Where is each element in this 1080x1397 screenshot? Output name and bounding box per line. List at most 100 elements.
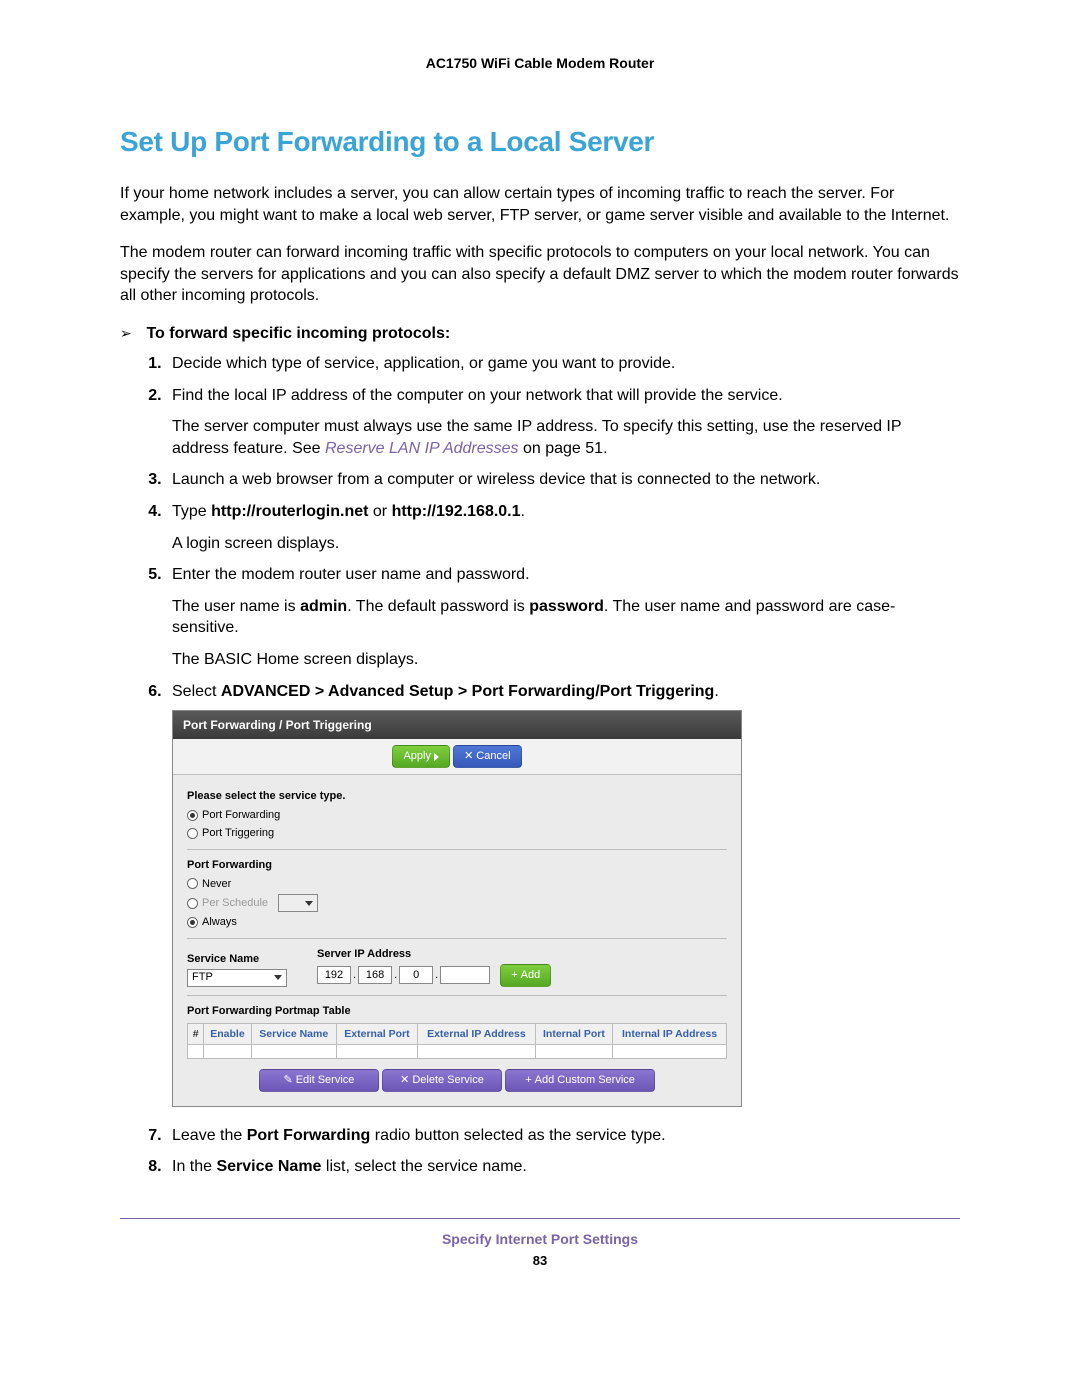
add-button[interactable]: + Add [500, 964, 551, 987]
radio-port-triggering[interactable]: Port Triggering [187, 826, 727, 841]
add-custom-service-button[interactable]: + Add Custom Service [505, 1069, 655, 1092]
step-4-para: A login screen displays. [172, 533, 960, 555]
step-3-text: Launch a web browser from a computer or … [172, 471, 820, 488]
step-2-note-b: on page 51. [519, 440, 608, 457]
radio-always-label: Always [202, 915, 237, 930]
plus-icon: + [511, 968, 517, 983]
step-8: In the Service Name list, select the ser… [166, 1156, 960, 1178]
delete-service-button[interactable]: ✕ Delete Service [382, 1069, 502, 1092]
ip-octet-1[interactable]: 192 [317, 966, 351, 984]
procedure-heading: To forward specific incoming protocols: [146, 325, 450, 342]
radio-icon [187, 828, 198, 839]
portmap-table-title: Port Forwarding Portmap Table [187, 1004, 727, 1019]
x-icon: ✕ [464, 749, 473, 764]
pencil-icon: ✎ [283, 1073, 292, 1088]
step-4-c: or [368, 503, 391, 520]
page-number: 83 [120, 1253, 960, 1268]
step-2-note: The server computer must always use the … [172, 416, 960, 459]
delete-service-label: Delete Service [412, 1073, 484, 1088]
step-5-text: Enter the modem router user name and pas… [172, 566, 530, 583]
apply-button[interactable]: Apply [392, 745, 450, 768]
portmap-table: # Enable Service Name External Port Exte… [187, 1023, 727, 1059]
step-7: Leave the Port Forwarding radio button s… [166, 1125, 960, 1147]
step-5-note-1: The user name is admin. The default pass… [172, 596, 960, 639]
document-header: AC1750 WiFi Cable Modem Router [120, 55, 960, 71]
ip-octet-4[interactable] [440, 966, 490, 984]
radio-icon [187, 917, 198, 928]
radio-icon [187, 878, 198, 889]
radio-never-label: Never [202, 877, 231, 892]
step-5: Enter the modem router user name and pas… [166, 564, 960, 670]
divider [187, 938, 727, 939]
step-4-url-2: http://192.168.0.1 [392, 503, 521, 520]
arrow-marker-icon: ➢ [120, 325, 142, 342]
panel-title: Port Forwarding / Port Triggering [173, 711, 741, 739]
service-ip-row: Service Name FTP Server IP Address 192. … [187, 947, 727, 987]
radio-icon [187, 810, 198, 821]
step-5-note-2: The BASIC Home screen displays. [172, 649, 960, 671]
server-ip-label: Server IP Address [317, 947, 551, 962]
service-name-select[interactable]: FTP [187, 969, 287, 987]
section-title: Set Up Port Forwarding to a Local Server [120, 126, 960, 158]
step-6-c: . [714, 683, 718, 700]
step-2-text: Find the local IP address of the compute… [172, 387, 783, 404]
step-6-a: Select [172, 683, 221, 700]
procedure-steps: Decide which type of service, applicatio… [142, 353, 960, 1178]
cancel-button[interactable]: ✕ Cancel [453, 745, 521, 768]
col-external-port: External Port [336, 1023, 417, 1044]
radio-per-schedule[interactable]: Per Schedule [187, 894, 727, 912]
service-name-column: Service Name FTP [187, 952, 287, 987]
service-name-value: FTP [192, 970, 213, 985]
step-4: Type http://routerlogin.net or http://19… [166, 501, 960, 554]
col-external-ip: External IP Address [418, 1023, 536, 1044]
step-8-b: Service Name [216, 1158, 321, 1175]
step-4-url-1: http://routerlogin.net [211, 503, 368, 520]
col-internal-ip: Internal IP Address [613, 1023, 727, 1044]
schedule-dropdown[interactable] [278, 894, 318, 912]
table-actions-row: ✎ Edit Service ✕ Delete Service + Add Cu… [187, 1069, 727, 1092]
step-5-note-b: . The default password is [347, 598, 529, 615]
step-6-path: ADVANCED > Advanced Setup > Port Forward… [221, 683, 714, 700]
step-7-a: Leave the [172, 1127, 247, 1144]
intro-paragraph-2: The modem router can forward incoming tr… [120, 242, 960, 307]
step-5-admin: admin [300, 598, 347, 615]
step-7-c: radio button selected as the service typ… [370, 1127, 665, 1144]
step-8-a: In the [172, 1158, 216, 1175]
radio-per-schedule-label: Per Schedule [202, 896, 268, 911]
step-6: Select ADVANCED > Advanced Setup > Port … [166, 681, 960, 1107]
col-internal-port: Internal Port [535, 1023, 612, 1044]
step-5-note-a: The user name is [172, 598, 300, 615]
panel-body: Please select the service type. Port For… [173, 775, 741, 1106]
radio-icon [187, 898, 198, 909]
footer-divider [120, 1218, 960, 1219]
step-1-text: Decide which type of service, applicatio… [172, 355, 675, 372]
radio-port-forwarding[interactable]: Port Forwarding [187, 808, 727, 823]
ip-octet-2[interactable]: 168 [358, 966, 392, 984]
radio-port-triggering-label: Port Triggering [202, 826, 274, 841]
divider [187, 849, 727, 850]
edit-service-button[interactable]: ✎ Edit Service [259, 1069, 379, 1092]
radio-always[interactable]: Always [187, 915, 727, 930]
intro-paragraph-1: If your home network includes a server, … [120, 183, 960, 226]
step-4-e: . [521, 503, 525, 520]
step-7-b: Port Forwarding [247, 1127, 371, 1144]
play-icon [434, 753, 439, 761]
server-ip-column: Server IP Address 192. 168. 0. + Add [317, 947, 551, 987]
chevron-down-icon [305, 901, 313, 906]
apply-button-label: Apply [403, 749, 431, 764]
step-8-c: list, select the service name. [321, 1158, 526, 1175]
add-custom-service-label: Add Custom Service [535, 1073, 635, 1088]
cancel-button-label: Cancel [476, 749, 510, 764]
col-num: # [188, 1023, 204, 1044]
reserve-lan-ip-link[interactable]: Reserve LAN IP Addresses [325, 440, 519, 457]
table-header-row: # Enable Service Name External Port Exte… [188, 1023, 727, 1044]
server-ip-inputs: 192. 168. 0. + Add [317, 964, 551, 987]
x-icon: ✕ [400, 1073, 409, 1088]
radio-never[interactable]: Never [187, 877, 727, 892]
chevron-down-icon [274, 975, 282, 980]
step-1: Decide which type of service, applicatio… [166, 353, 960, 375]
table-row [188, 1044, 727, 1058]
step-2: Find the local IP address of the compute… [166, 385, 960, 460]
step-3: Launch a web browser from a computer or … [166, 469, 960, 491]
ip-octet-3[interactable]: 0 [399, 966, 433, 984]
